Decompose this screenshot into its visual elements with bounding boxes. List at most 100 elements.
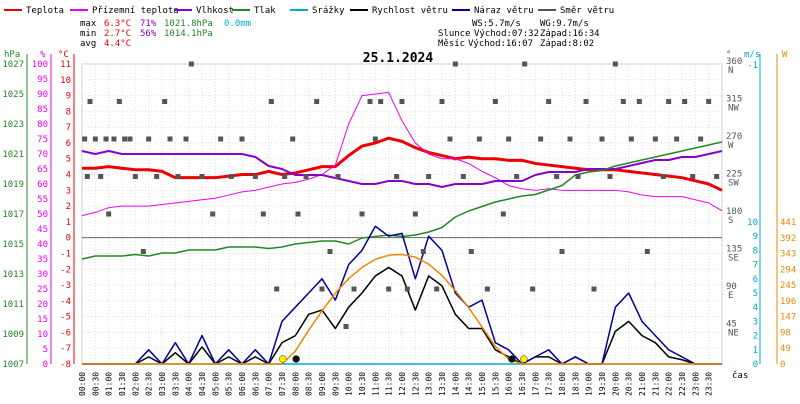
hpa-tick-label: 1011 xyxy=(2,300,24,310)
legend-label: Směr větru xyxy=(560,6,614,16)
wind-dir-point xyxy=(343,324,349,329)
wind-dir-point xyxy=(146,136,152,142)
wind-dir-point xyxy=(559,249,565,254)
x-tick-label: 08:30 xyxy=(305,372,314,396)
wind-dir-point xyxy=(500,211,506,217)
wind-dir-point xyxy=(484,286,490,292)
wind-dir-point xyxy=(210,211,216,217)
pct-tick-label: 35 xyxy=(37,255,48,265)
wind-dir-point xyxy=(575,174,581,179)
wind-dir-point xyxy=(282,174,288,179)
pct-tick-label: 10 xyxy=(37,330,48,340)
wind-dir-point xyxy=(260,211,266,217)
stats-pressure: 1021.8hPa xyxy=(164,19,213,29)
wind-dir-point xyxy=(252,174,258,179)
stats-wg: WG:9.7m/s xyxy=(540,19,589,29)
wind-dir-point xyxy=(682,99,688,104)
wind-dir-point xyxy=(674,136,680,142)
x-tick-label: 21:30 xyxy=(651,372,660,396)
wm2-tick-label: 441 xyxy=(780,218,796,228)
wind-dir-point xyxy=(567,136,573,142)
temp-tick-label: -7 xyxy=(60,344,71,354)
stats-panel: max 6.3°C 71% 1021.8hPa 0.0mm min 2.7°C 56% 1014… xyxy=(80,19,600,49)
temp-tick-label: 10 xyxy=(60,76,71,86)
wm2-tick-label: 196 xyxy=(780,297,796,307)
pct-tick-label: 85 xyxy=(37,105,48,115)
ms-tick-label: 9 xyxy=(753,232,758,242)
sunset: Západ:16:34 xyxy=(540,29,600,39)
x-tick-label: 02:00 xyxy=(131,372,140,396)
wind-dir-point xyxy=(132,174,138,179)
wind-dir-point xyxy=(106,211,112,217)
dir-tick-label: 315 xyxy=(726,95,742,105)
x-tick-label: 13:00 xyxy=(425,372,434,396)
x-tick-label: 23:30 xyxy=(705,372,714,396)
x-tick-label: 12:30 xyxy=(411,372,420,396)
wind-dir-point xyxy=(644,249,650,254)
x-tick-label: 07:00 xyxy=(265,372,274,396)
wind-dir-point xyxy=(591,286,597,292)
x-tick-label: 04:30 xyxy=(198,372,207,396)
dir-tick-label: 270 xyxy=(726,132,742,142)
temp-tick-label: -1 xyxy=(60,249,71,259)
wind-dir-point xyxy=(183,136,189,142)
legend-label: Rychlost větru xyxy=(372,6,448,16)
wind-dir-point xyxy=(476,136,482,142)
axes: hPa% °C1007100910111013101510171019102110… xyxy=(2,50,796,396)
x-tick-label: 03:00 xyxy=(158,372,167,396)
stats-humidity: 56% xyxy=(140,29,157,39)
temp-tick-label: -8 xyxy=(60,360,71,370)
wind-dir-point xyxy=(546,99,552,104)
wind-dir-point xyxy=(706,99,712,104)
legend-label: Vlhkost xyxy=(196,6,234,16)
wind-dir-point xyxy=(290,136,296,142)
x-axis-label: čas xyxy=(732,370,748,381)
wind-dir-point xyxy=(140,249,146,254)
temp-tick-label: -4 xyxy=(60,297,71,307)
wind-dir-point xyxy=(439,99,445,104)
wind-dir-point xyxy=(404,286,410,292)
grid xyxy=(81,63,723,365)
pct-tick-label: 95 xyxy=(37,75,48,85)
wind-dir-point xyxy=(530,286,536,292)
hpa-tick-label: 1027 xyxy=(2,60,24,70)
wind-dir-point xyxy=(412,211,418,217)
wm2-tick-label: 294 xyxy=(780,265,796,275)
wind-dir-point xyxy=(122,136,128,142)
wind-dir-point xyxy=(612,61,618,67)
wind-dir-point xyxy=(434,286,440,292)
wind-dir-point xyxy=(335,174,341,179)
x-tick-label: 00:00 xyxy=(78,372,87,396)
x-tick-label: 14:00 xyxy=(451,372,460,396)
x-tick-label: 01:30 xyxy=(118,372,127,396)
dir-compass-label: W xyxy=(728,141,734,151)
wm2-axis-label: W xyxy=(782,50,788,60)
x-tick-label: 13:30 xyxy=(438,372,447,396)
wind-dir-point xyxy=(359,211,365,217)
dir-tick-label: 45 xyxy=(726,320,737,330)
wind-dir-point xyxy=(175,174,181,179)
dir-tick-label: 360 xyxy=(726,57,742,67)
pct-tick-label: 25 xyxy=(37,285,48,295)
x-tick-label: 11:00 xyxy=(371,372,380,396)
wind-dir-point xyxy=(394,174,400,179)
x-tick-label: 12:00 xyxy=(398,372,407,396)
wind-dir-point xyxy=(188,61,194,67)
x-tick-label: 10:00 xyxy=(345,372,354,396)
dir-tick-label: 90 xyxy=(726,282,737,292)
wm2-tick-label: 0 xyxy=(780,360,785,370)
hpa-axis-label: hPa xyxy=(4,50,20,60)
wm2-tick-label: 98 xyxy=(780,328,791,338)
pct-tick-label: 100 xyxy=(32,60,48,70)
pct-tick-label: 70 xyxy=(37,150,48,160)
series-layer xyxy=(81,91,723,365)
ms-tick-label: 5 xyxy=(753,289,758,299)
wind-dir-point xyxy=(228,174,234,179)
pct-tick-label: 90 xyxy=(37,90,48,100)
x-tick-label: 05:00 xyxy=(211,372,220,396)
dir-tick-label: 135 xyxy=(726,245,742,255)
ms-tick-label: 0 xyxy=(753,360,758,370)
pct-tick-label: 55 xyxy=(37,195,48,205)
ms-tick-extra: -1 xyxy=(747,61,758,71)
